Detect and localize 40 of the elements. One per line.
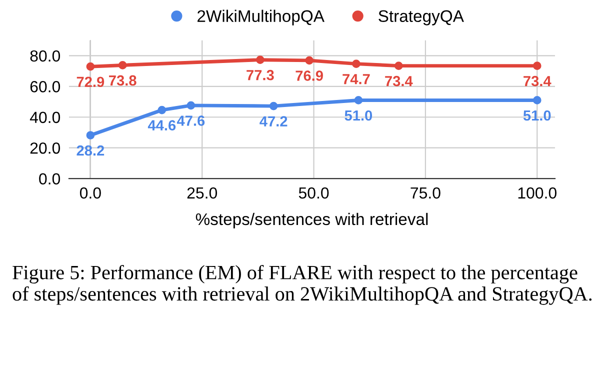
point [186, 101, 196, 110]
point [86, 62, 95, 71]
point [394, 62, 403, 70]
x-tick-label: 75.0 [410, 187, 440, 199]
legend-label: StrategyQA [378, 10, 464, 26]
data-label: 73.4 [385, 76, 413, 86]
x-tick-label: 100.0 [518, 187, 556, 199]
y-tick-label: 80.0 [30, 50, 60, 62]
data-label: 73.4 [524, 76, 552, 86]
legend-label: 2WikiMultihopQA [198, 10, 324, 26]
point [352, 60, 360, 68]
data-label: 51.0 [344, 110, 372, 121]
y-tick-label: 0.0 [39, 173, 60, 185]
point [269, 102, 278, 110]
point [158, 106, 166, 114]
data-label: 47.2 [260, 116, 288, 126]
data-label: 74.7 [342, 74, 370, 84]
y-tick-label: 20.0 [30, 142, 60, 154]
point [86, 131, 95, 140]
x-tick-label: 0.0 [80, 187, 101, 199]
data-label: 51.0 [523, 110, 551, 121]
data-label: 77.3 [246, 70, 274, 80]
x-axis-title: %steps/sentences with retrieval [196, 212, 428, 228]
point [118, 61, 127, 70]
data-label: 44.6 [148, 120, 176, 130]
point [256, 56, 264, 64]
y-tick-label: 60.0 [30, 81, 60, 92]
data-label: 73.8 [109, 75, 136, 86]
data-label: 47.6 [176, 116, 205, 126]
x-tick-label: 25.0 [187, 187, 218, 199]
caption: Figure 5: Performance (EM) of FLARE with respect to the percentage of steps/sentences with retrieval on 2WikiMultihopQA and StrategyQA. [12, 264, 592, 305]
data-label: 28.2 [76, 145, 104, 156]
point [532, 62, 542, 70]
point [532, 96, 542, 104]
point [305, 56, 314, 65]
x-tick-label: 50.0 [298, 187, 329, 199]
data-label: 72.9 [76, 76, 104, 88]
data-label: 76.9 [296, 70, 323, 81]
y-tick-label: 40.0 [30, 112, 60, 124]
point [354, 96, 363, 104]
